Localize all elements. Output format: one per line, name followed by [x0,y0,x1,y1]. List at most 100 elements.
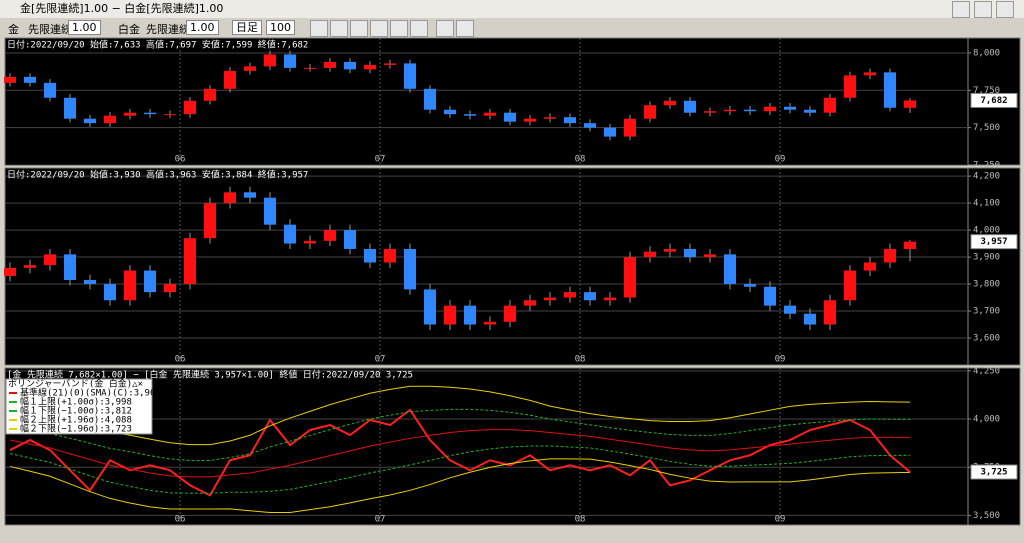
candle-body [584,292,596,301]
candle-body [684,100,696,113]
item-label: 金 [8,23,19,36]
legend-entry: 幅１下限(−1.00σ):3,812 [20,405,132,417]
legend-entry: 幅２上限(+1.96σ):4,088 [20,414,132,426]
x-tick-label: 07 [375,515,386,525]
tool-button[interactable] [410,20,428,37]
tool-button[interactable] [370,20,388,37]
tool-button[interactable] [350,20,368,37]
x-tick-label: 06 [175,355,186,365]
tool-button[interactable] [390,20,408,37]
legend-box [5,378,153,435]
candle-body [844,75,856,98]
candle-body [204,88,216,101]
candle-body [784,106,796,110]
candle-body [744,109,756,112]
y-tick-label: 3,800 [973,280,1000,290]
factor-input[interactable]: 1.00 [68,20,101,35]
candle-body [364,64,376,70]
candle-body [204,203,216,239]
minimize-button[interactable] [952,1,970,18]
candle-body [604,127,616,137]
candle-body [124,112,136,116]
candle-body [344,61,356,70]
window-title: 金[先限連続]1.00 − 白金[先限連続]1.00 [20,2,224,15]
tool-button[interactable] [436,20,454,37]
candle-body [4,76,16,83]
candle-body [864,262,876,271]
candle-body [664,100,676,106]
candle-body [544,117,556,119]
toolbar: 金 先限連続 1.00 白金 先限連続 1.00 日足 100 [0,18,1024,38]
candle-body [524,118,536,122]
candle-body [644,105,656,119]
y-tick-label: 3,700 [973,307,1000,317]
candle-body [224,70,236,89]
series-line [9,385,911,446]
candle-body [904,100,916,108]
y-tick-label: 7,250 [973,161,1000,171]
x-tick-label: 08 [575,355,586,365]
panel-header: 日付:2022/09/20 始値:7,633 高値:7,697 安値:7,599… [7,39,308,51]
candle-body [824,300,836,325]
candle-body [24,76,36,83]
candle-body [444,305,456,325]
x-tick-label: 06 [175,155,186,165]
count-select[interactable]: 100 [266,20,295,35]
candle-body [424,88,436,110]
y-tick-label: 7,500 [973,123,1000,133]
candle-body [504,305,516,322]
candle-body [764,286,776,306]
candle-body [564,292,576,298]
candle-body [344,230,356,249]
candle-body [144,270,156,293]
current-value-box [970,92,1018,108]
contract-label: 先限連続 [28,23,72,36]
candle-body [724,109,736,112]
candle-body [404,248,416,290]
candle-body [704,111,716,113]
panel-header: [金 先限連続 7,682×1.00] − [白金 先限連続 3,957×1.0… [7,369,413,381]
x-tick-label: 09 [775,155,786,165]
y-tick-label: 4,000 [973,226,1000,236]
x-tick-label: 07 [375,155,386,165]
legend-entry: 幅１上限(+1.00σ):3,998 [20,396,132,408]
x-tick-label: 09 [775,355,786,365]
y-tick-label: 3,500 [973,511,1000,521]
y-tick-label: 7,750 [973,86,1000,96]
factor-input[interactable]: 1.00 [186,20,219,35]
candle-body [324,61,336,68]
close-button[interactable] [996,1,1014,18]
tool-button[interactable] [310,20,328,37]
candle-body [484,321,496,325]
candle-body [764,106,776,112]
y-tick-label: 8,000 [973,48,1000,58]
current-value-label: 3,725 [980,468,1007,478]
candle-body [604,297,616,301]
tool-button[interactable] [330,20,348,37]
candle-body [744,284,756,287]
candle-body [644,251,656,258]
candle-body [104,284,116,301]
candle-body [504,112,516,122]
period-select[interactable]: 日足 [232,20,262,35]
candle-body [184,238,196,285]
candle-body [364,248,376,263]
x-tick-label: 06 [175,515,186,525]
y-tick-label: 4,200 [973,172,1000,182]
candle-body [284,54,296,68]
contract-label: 先限連続 [146,23,190,36]
candle-body [784,305,796,314]
maximize-button[interactable] [974,1,992,18]
y-tick-label: 3,600 [973,334,1000,344]
current-value-box [970,464,1018,480]
series-line [9,458,911,513]
legend-title: ボリンジャーバンド(金 白金)△× [8,378,143,390]
candle-body [264,197,276,225]
y-tick-label: 4,250 [973,366,1000,376]
candle-body [664,248,676,252]
candle-body [404,63,416,89]
tool-button[interactable] [456,20,474,37]
panel-background [4,37,1021,166]
candle-body [484,112,496,116]
